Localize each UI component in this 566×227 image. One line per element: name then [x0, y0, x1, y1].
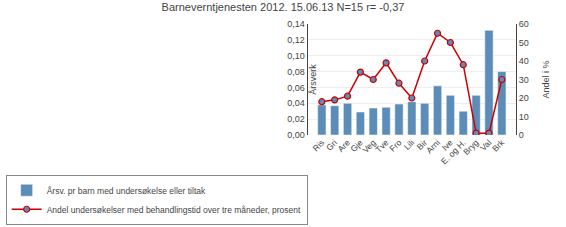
svg-text:Brk: Brk: [490, 137, 507, 154]
svg-text:0,08: 0,08: [287, 67, 305, 77]
svg-text:0,04: 0,04: [287, 98, 305, 108]
svg-text:50: 50: [519, 38, 529, 48]
svg-text:Bir: Bir: [415, 137, 430, 152]
svg-text:Bryg: Bryg: [461, 137, 481, 157]
svg-text:Are: Are: [336, 137, 353, 154]
svg-text:Val: Val: [478, 138, 493, 153]
svg-text:Fro: Fro: [387, 137, 403, 153]
svg-text:0,12: 0,12: [287, 35, 305, 45]
svg-text:Veg: Veg: [360, 137, 378, 155]
svg-text:0,00: 0,00: [287, 130, 305, 140]
svg-text:Andel i %: Andel i %: [541, 60, 551, 98]
svg-text:Arni: Arni: [424, 138, 442, 156]
svg-text:Gje: Gje: [348, 137, 365, 154]
svg-text:0,02: 0,02: [287, 114, 305, 124]
svg-text:60: 60: [519, 19, 529, 29]
svg-text:0: 0: [519, 130, 524, 140]
svg-text:10: 10: [519, 112, 529, 122]
svg-text:Tve: Tve: [373, 137, 390, 154]
svg-text:Barneverntjenesten 2012. 15.06: Barneverntjenesten 2012. 15.06.13 N=15 r…: [162, 1, 405, 13]
svg-text:40: 40: [519, 56, 529, 66]
svg-text:Ive: Ive: [440, 137, 455, 152]
svg-text:0,10: 0,10: [287, 51, 305, 61]
svg-text:Ris: Ris: [310, 138, 326, 154]
svg-text:Årsv. pr barn med undersøkelse: Årsv. pr barn med undersøkelse eller til…: [47, 186, 206, 196]
svg-text:0,14: 0,14: [287, 19, 305, 29]
svg-text:20: 20: [519, 93, 529, 103]
svg-text:Lili: Lili: [402, 138, 416, 152]
svg-text:Årsverk: Årsverk: [308, 64, 318, 95]
svg-text:Gri: Gri: [324, 138, 339, 153]
svg-text:0,06: 0,06: [287, 83, 305, 93]
svg-text:E. og H.: E. og H.: [439, 138, 468, 167]
svg-text:30: 30: [519, 75, 529, 85]
svg-text:Andel undersøkelser med behand: Andel undersøkelser med behandlingstid o…: [47, 205, 301, 215]
